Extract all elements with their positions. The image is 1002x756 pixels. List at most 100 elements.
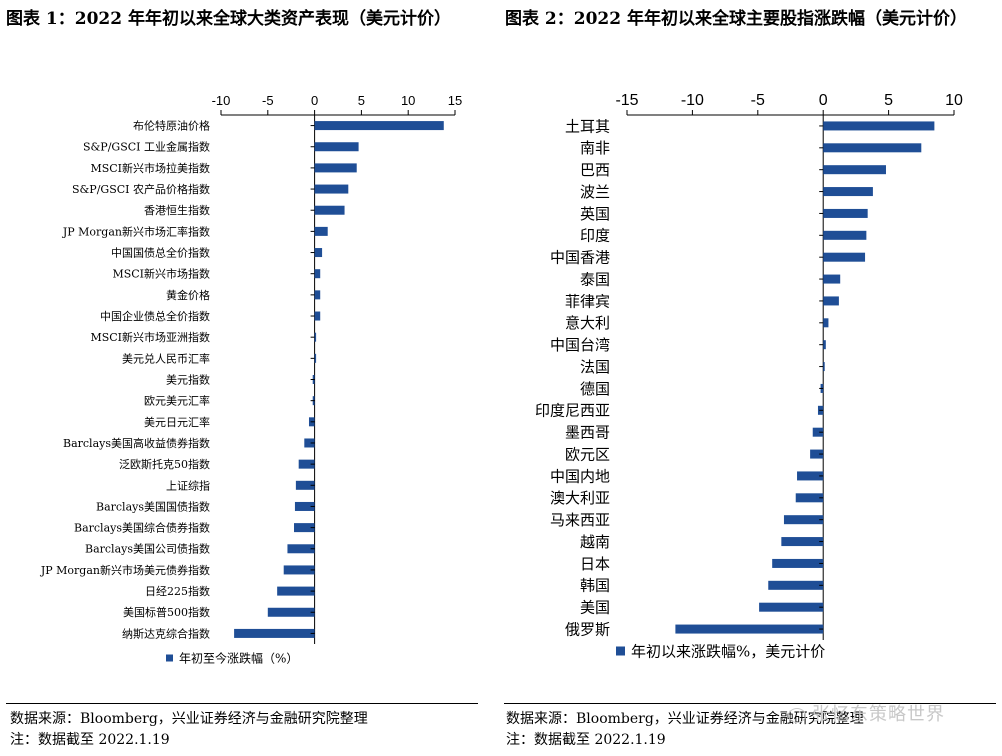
- bar: [314, 142, 359, 152]
- bar: [810, 449, 824, 459]
- category-label: S&P/GSCI 农产品价格指数: [72, 182, 210, 196]
- bar: [781, 537, 824, 547]
- bar: [812, 427, 824, 437]
- category-label: 香港恒生指数: [144, 203, 210, 217]
- category-label: 英国: [580, 205, 610, 223]
- category-label: 日经225指数: [145, 584, 210, 598]
- bar: [287, 544, 315, 554]
- category-label: 越南: [580, 533, 610, 551]
- category-label: 波兰: [580, 183, 610, 201]
- bar: [277, 586, 315, 596]
- bar: [768, 580, 824, 590]
- category-label: MSCI新兴市场指数: [112, 267, 210, 281]
- bar: [304, 438, 315, 448]
- bar: [314, 332, 317, 342]
- bar: [295, 480, 315, 490]
- watermark: 张忆东策略世界: [788, 700, 945, 726]
- bar: [823, 230, 867, 240]
- category-label: 中国内地: [550, 467, 610, 485]
- category-label: Barclays美国公司债指数: [85, 542, 210, 556]
- x-tick-label: 10: [401, 93, 415, 108]
- legend-label: 年初至今涨跌幅（%）: [179, 650, 298, 665]
- bar: [314, 311, 321, 321]
- bar: [283, 565, 315, 575]
- category-label: JP Morgan新兴市场美元债券指数: [40, 563, 210, 577]
- category-label: 巴西: [580, 161, 610, 179]
- x-tick-label: -10: [212, 93, 231, 108]
- category-label: 纳斯达克综合指数: [122, 626, 210, 640]
- category-label: 黄金价格: [166, 288, 210, 302]
- bar: [314, 290, 321, 300]
- bar: [294, 501, 315, 511]
- x-tick-label: -5: [262, 93, 274, 108]
- left-source-text: 数据来源：Bloomberg，兴业证券经济与金融研究院整理: [10, 711, 368, 727]
- bar: [795, 493, 824, 503]
- category-label: Barclays美国综合债券指数: [74, 521, 210, 535]
- category-label: MSCI新兴市场拉美指数: [90, 161, 210, 175]
- bar: [823, 362, 825, 372]
- left-footer-rule: [6, 703, 478, 704]
- bar: [823, 274, 841, 284]
- x-tick-label: 5: [358, 93, 365, 108]
- x-tick-label: 0: [311, 93, 318, 108]
- watermark-text: 张忆东策略世界: [812, 704, 945, 725]
- category-label: 中国香港: [550, 249, 610, 267]
- x-tick-label: -10: [681, 92, 704, 109]
- left-note-text: 注：数据截至 2022.1.19: [10, 732, 170, 748]
- legend-swatch: [166, 654, 173, 662]
- category-label: 中国台湾: [550, 336, 610, 354]
- bar: [759, 602, 824, 612]
- category-label: 欧元区: [565, 445, 610, 463]
- bar: [823, 187, 873, 197]
- right-chart-title: 图表 2：2022 年年初以来全球主要股指涨跌幅（美元计价）: [505, 9, 967, 29]
- bar: [314, 184, 349, 194]
- bar: [772, 558, 824, 568]
- category-label: S&P/GSCI 工业金属指数: [83, 140, 210, 154]
- category-label: 德国: [580, 380, 610, 398]
- category-label: 马来西亚: [550, 511, 610, 529]
- category-label: 日本: [580, 555, 610, 573]
- category-label: 墨西哥: [565, 424, 610, 442]
- bar: [234, 628, 315, 638]
- category-label: 俄罗斯: [565, 620, 610, 638]
- category-label: Barclays美国国债指数: [96, 499, 210, 513]
- right-source-text: 数据来源：Bloomberg，兴业证券经济与金融研究院整理: [506, 711, 864, 727]
- bar: [314, 205, 345, 215]
- category-label: 印度: [580, 227, 610, 245]
- category-label: 中国国债总全价指数: [111, 246, 210, 260]
- right-footer-rule: [504, 703, 996, 704]
- right-bar-chart: -15 -10 -5 0 5 10 土耳其南非巴西波兰英国印度中国香港泰国菲律宾意大利中国台…: [535, 92, 963, 660]
- category-label: 韩国: [580, 577, 610, 595]
- bar: [314, 121, 444, 131]
- bar: [823, 340, 826, 350]
- left-bar-chart: -10 -5 0 5 10 15 布伦特原油价格 S&P/GSCI 工业金属指数 MSCI新兴市…: [40, 93, 462, 665]
- category-label: 印度尼西亚: [535, 402, 610, 420]
- bar: [823, 208, 868, 218]
- category-label: 泰国: [580, 270, 610, 288]
- right-note-text: 注：数据截至 2022.1.19: [506, 732, 666, 748]
- category-label: 泛欧斯托克50指数: [119, 457, 210, 471]
- bar: [267, 607, 315, 617]
- bar: [298, 459, 315, 469]
- category-label: 欧元美元汇率: [144, 394, 210, 408]
- bar: [314, 163, 357, 173]
- x-tick-label: 15: [448, 93, 462, 108]
- bar: [823, 296, 839, 306]
- x-tick-label: -5: [751, 92, 765, 109]
- category-label: 澳大利亚: [550, 489, 610, 507]
- category-label: Barclays美国高收益债券指数: [63, 436, 210, 450]
- bar: [783, 515, 824, 525]
- category-label: 美元兑人民币汇率: [122, 351, 210, 365]
- x-tick-label: 10: [945, 92, 963, 109]
- bar: [823, 121, 935, 131]
- bar: [314, 353, 317, 363]
- x-tick-label: -15: [615, 92, 638, 109]
- bar: [823, 318, 829, 328]
- left-chart-title: 图表 1：2022 年年初以来全球大类资产表现（美元计价）: [6, 9, 451, 29]
- category-label: 美元指数: [166, 372, 210, 386]
- bar: [314, 269, 321, 279]
- category-label: 菲律宾: [565, 292, 610, 310]
- x-tick-label: 0: [819, 92, 828, 109]
- bar: [314, 226, 328, 236]
